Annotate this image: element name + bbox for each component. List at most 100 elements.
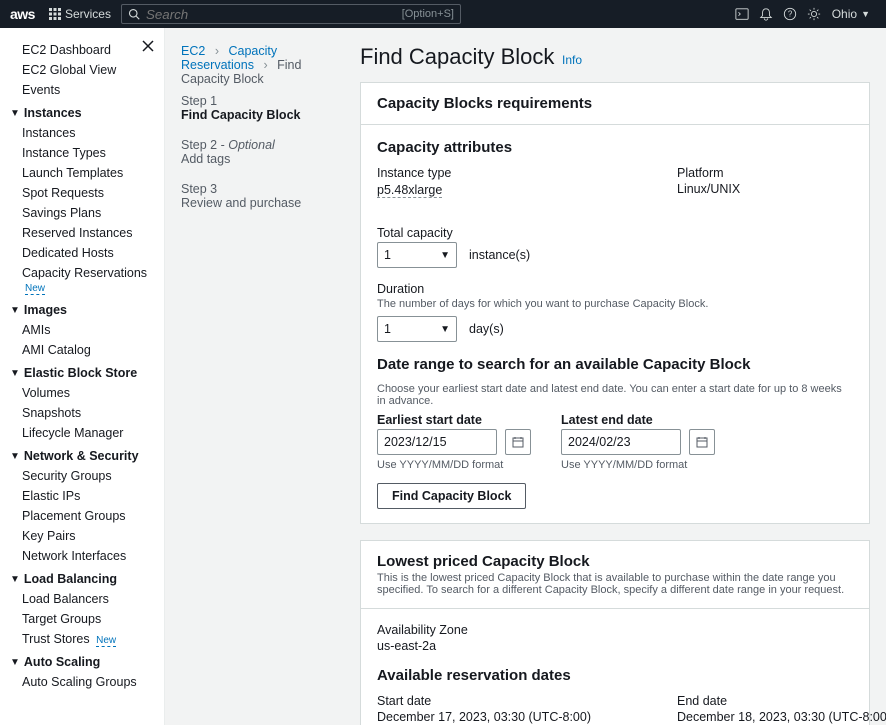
topbar: aws Services [Option+S] ? Ohio ▼ xyxy=(0,0,886,28)
result-header: Lowest priced Capacity Block This is the… xyxy=(361,541,869,609)
caret-down-icon: ▼ xyxy=(10,368,20,379)
end-date-value: December 18, 2023, 03:30 (UTC-8:00) xyxy=(677,710,886,724)
chevron-down-icon: ▼ xyxy=(440,324,450,335)
sidebar-item[interactable]: AMI Catalog xyxy=(10,340,164,360)
sidebar-group[interactable]: ▼Instances xyxy=(10,100,164,123)
step2-label: Step 2 - Optional xyxy=(181,138,350,152)
result-desc: This is the lowest priced Capacity Block… xyxy=(377,572,853,596)
find-capacity-block-button[interactable]: Find Capacity Block xyxy=(377,483,526,509)
total-capacity-value: 1 xyxy=(384,248,391,262)
sidebar-item[interactable]: EC2 Global View xyxy=(10,60,164,80)
sidebar-item[interactable]: Auto Scaling Groups xyxy=(10,672,164,692)
caret-down-icon: ▼ xyxy=(10,108,20,119)
sidebar: EC2 DashboardEC2 Global ViewEvents▼Insta… xyxy=(0,28,165,725)
notifications-icon[interactable] xyxy=(754,2,778,26)
svg-text:?: ? xyxy=(788,10,793,19)
step2-title[interactable]: Add tags xyxy=(181,152,350,166)
sidebar-item[interactable]: Key Pairs xyxy=(10,526,164,546)
sidebar-item[interactable]: Snapshots xyxy=(10,403,164,423)
search-box[interactable]: [Option+S] xyxy=(121,4,461,24)
step1-label: Step 1 xyxy=(181,94,350,108)
duration-select[interactable]: 1 ▼ xyxy=(377,316,457,342)
sidebar-item[interactable]: Load Balancers xyxy=(10,589,164,609)
latest-hint: Use YYYY/MM/DD format xyxy=(561,459,715,471)
calendar-icon xyxy=(696,436,708,448)
services-menu[interactable]: Services xyxy=(49,7,111,21)
new-badge: New xyxy=(96,635,116,647)
step3-title[interactable]: Review and purchase xyxy=(181,196,350,210)
help-icon[interactable]: ? xyxy=(778,2,802,26)
sidebar-item[interactable]: Security Groups xyxy=(10,466,164,486)
latest-date-input[interactable]: 2024/02/23 xyxy=(561,429,681,455)
sidebar-item[interactable]: Volumes xyxy=(10,383,164,403)
total-capacity-unit: instance(s) xyxy=(469,248,530,262)
breadcrumb-ec2[interactable]: EC2 xyxy=(181,44,205,58)
sidebar-item[interactable]: Placement Groups xyxy=(10,506,164,526)
region-selector[interactable]: Ohio ▼ xyxy=(832,7,870,21)
breadcrumb: EC2 › Capacity Reservations › Find Capac… xyxy=(181,44,350,86)
aws-logo[interactable]: aws xyxy=(10,6,35,22)
duration-desc: The number of days for which you want to… xyxy=(377,298,853,310)
az-value: us-east-2a xyxy=(377,639,853,653)
instance-type-value[interactable]: p5.48xlarge xyxy=(377,183,442,198)
sidebar-group-label: Network & Security xyxy=(24,449,139,463)
sidebar-close[interactable] xyxy=(142,40,154,55)
platform-label: Platform xyxy=(677,166,740,180)
cloudshell-icon[interactable] xyxy=(730,2,754,26)
daterange-desc: Choose your earliest start date and late… xyxy=(377,383,853,407)
earliest-hint: Use YYYY/MM/DD format xyxy=(377,459,531,471)
total-capacity-select[interactable]: 1 ▼ xyxy=(377,242,457,268)
sidebar-item[interactable]: Reserved Instances xyxy=(10,223,164,243)
sidebar-group[interactable]: ▼Auto Scaling xyxy=(10,649,164,672)
sidebar-item[interactable]: Instance Types xyxy=(10,143,164,163)
sidebar-item[interactable]: Capacity Reservations New xyxy=(10,263,164,297)
chevron-down-icon: ▼ xyxy=(440,250,450,261)
search-icon xyxy=(128,8,140,20)
result-panel: Lowest priced Capacity Block This is the… xyxy=(360,540,870,725)
sidebar-item[interactable]: AMIs xyxy=(10,320,164,340)
wizard-steps: EC2 › Capacity Reservations › Find Capac… xyxy=(165,28,360,725)
sidebar-group[interactable]: ▼ Network & Security xyxy=(10,443,164,466)
search-input[interactable] xyxy=(146,7,346,22)
new-badge: New xyxy=(25,283,45,295)
total-capacity-label: Total capacity xyxy=(377,226,853,240)
caret-down-icon: ▼ xyxy=(10,305,20,316)
sidebar-item[interactable]: Spot Requests xyxy=(10,183,164,203)
info-link[interactable]: Info xyxy=(562,53,582,67)
chevron-down-icon: ▼ xyxy=(861,9,870,19)
settings-icon[interactable] xyxy=(802,2,826,26)
close-icon xyxy=(142,40,154,52)
requirements-header: Capacity Blocks requirements xyxy=(361,83,869,125)
earliest-date-picker[interactable] xyxy=(505,429,531,455)
platform-value: Linux/UNIX xyxy=(677,182,740,196)
main-content: Find Capacity Block Info Capacity Blocks… xyxy=(360,28,886,725)
sidebar-item[interactable]: Launch Templates xyxy=(10,163,164,183)
latest-date-picker[interactable] xyxy=(689,429,715,455)
region-label: Ohio xyxy=(832,7,857,21)
sidebar-item[interactable]: Dedicated Hosts xyxy=(10,243,164,263)
caret-down-icon: ▼ xyxy=(10,657,20,668)
sidebar-group[interactable]: ▼ Load Balancing xyxy=(10,566,164,589)
sidebar-group-label: Load Balancing xyxy=(24,572,117,586)
instance-type-label: Instance type xyxy=(377,166,617,180)
sidebar-item[interactable]: Target Groups xyxy=(10,609,164,629)
services-label: Services xyxy=(65,7,111,21)
sidebar-item[interactable]: Trust Stores New xyxy=(10,629,164,649)
sidebar-item[interactable]: Network Interfaces xyxy=(10,546,164,566)
caret-down-icon: ▼ xyxy=(10,451,20,462)
sidebar-item[interactable]: Elastic IPs xyxy=(10,486,164,506)
sidebar-item[interactable]: EC2 Dashboard xyxy=(10,40,164,60)
calendar-icon xyxy=(512,436,524,448)
sidebar-item[interactable]: Savings Plans xyxy=(10,203,164,223)
sidebar-group-label: Elastic Block Store xyxy=(24,366,137,380)
earliest-label: Earliest start date xyxy=(377,413,531,427)
sidebar-item[interactable]: Events xyxy=(10,80,164,100)
page-title: Find Capacity Block xyxy=(360,44,554,69)
sidebar-group[interactable]: ▼Images xyxy=(10,297,164,320)
sidebar-item[interactable]: Instances xyxy=(10,123,164,143)
sidebar-item[interactable]: Lifecycle Manager xyxy=(10,423,164,443)
earliest-date-input[interactable]: 2023/12/15 xyxy=(377,429,497,455)
caret-down-icon: ▼ xyxy=(10,574,20,585)
duration-value: 1 xyxy=(384,322,391,336)
sidebar-group[interactable]: ▼ Elastic Block Store xyxy=(10,360,164,383)
